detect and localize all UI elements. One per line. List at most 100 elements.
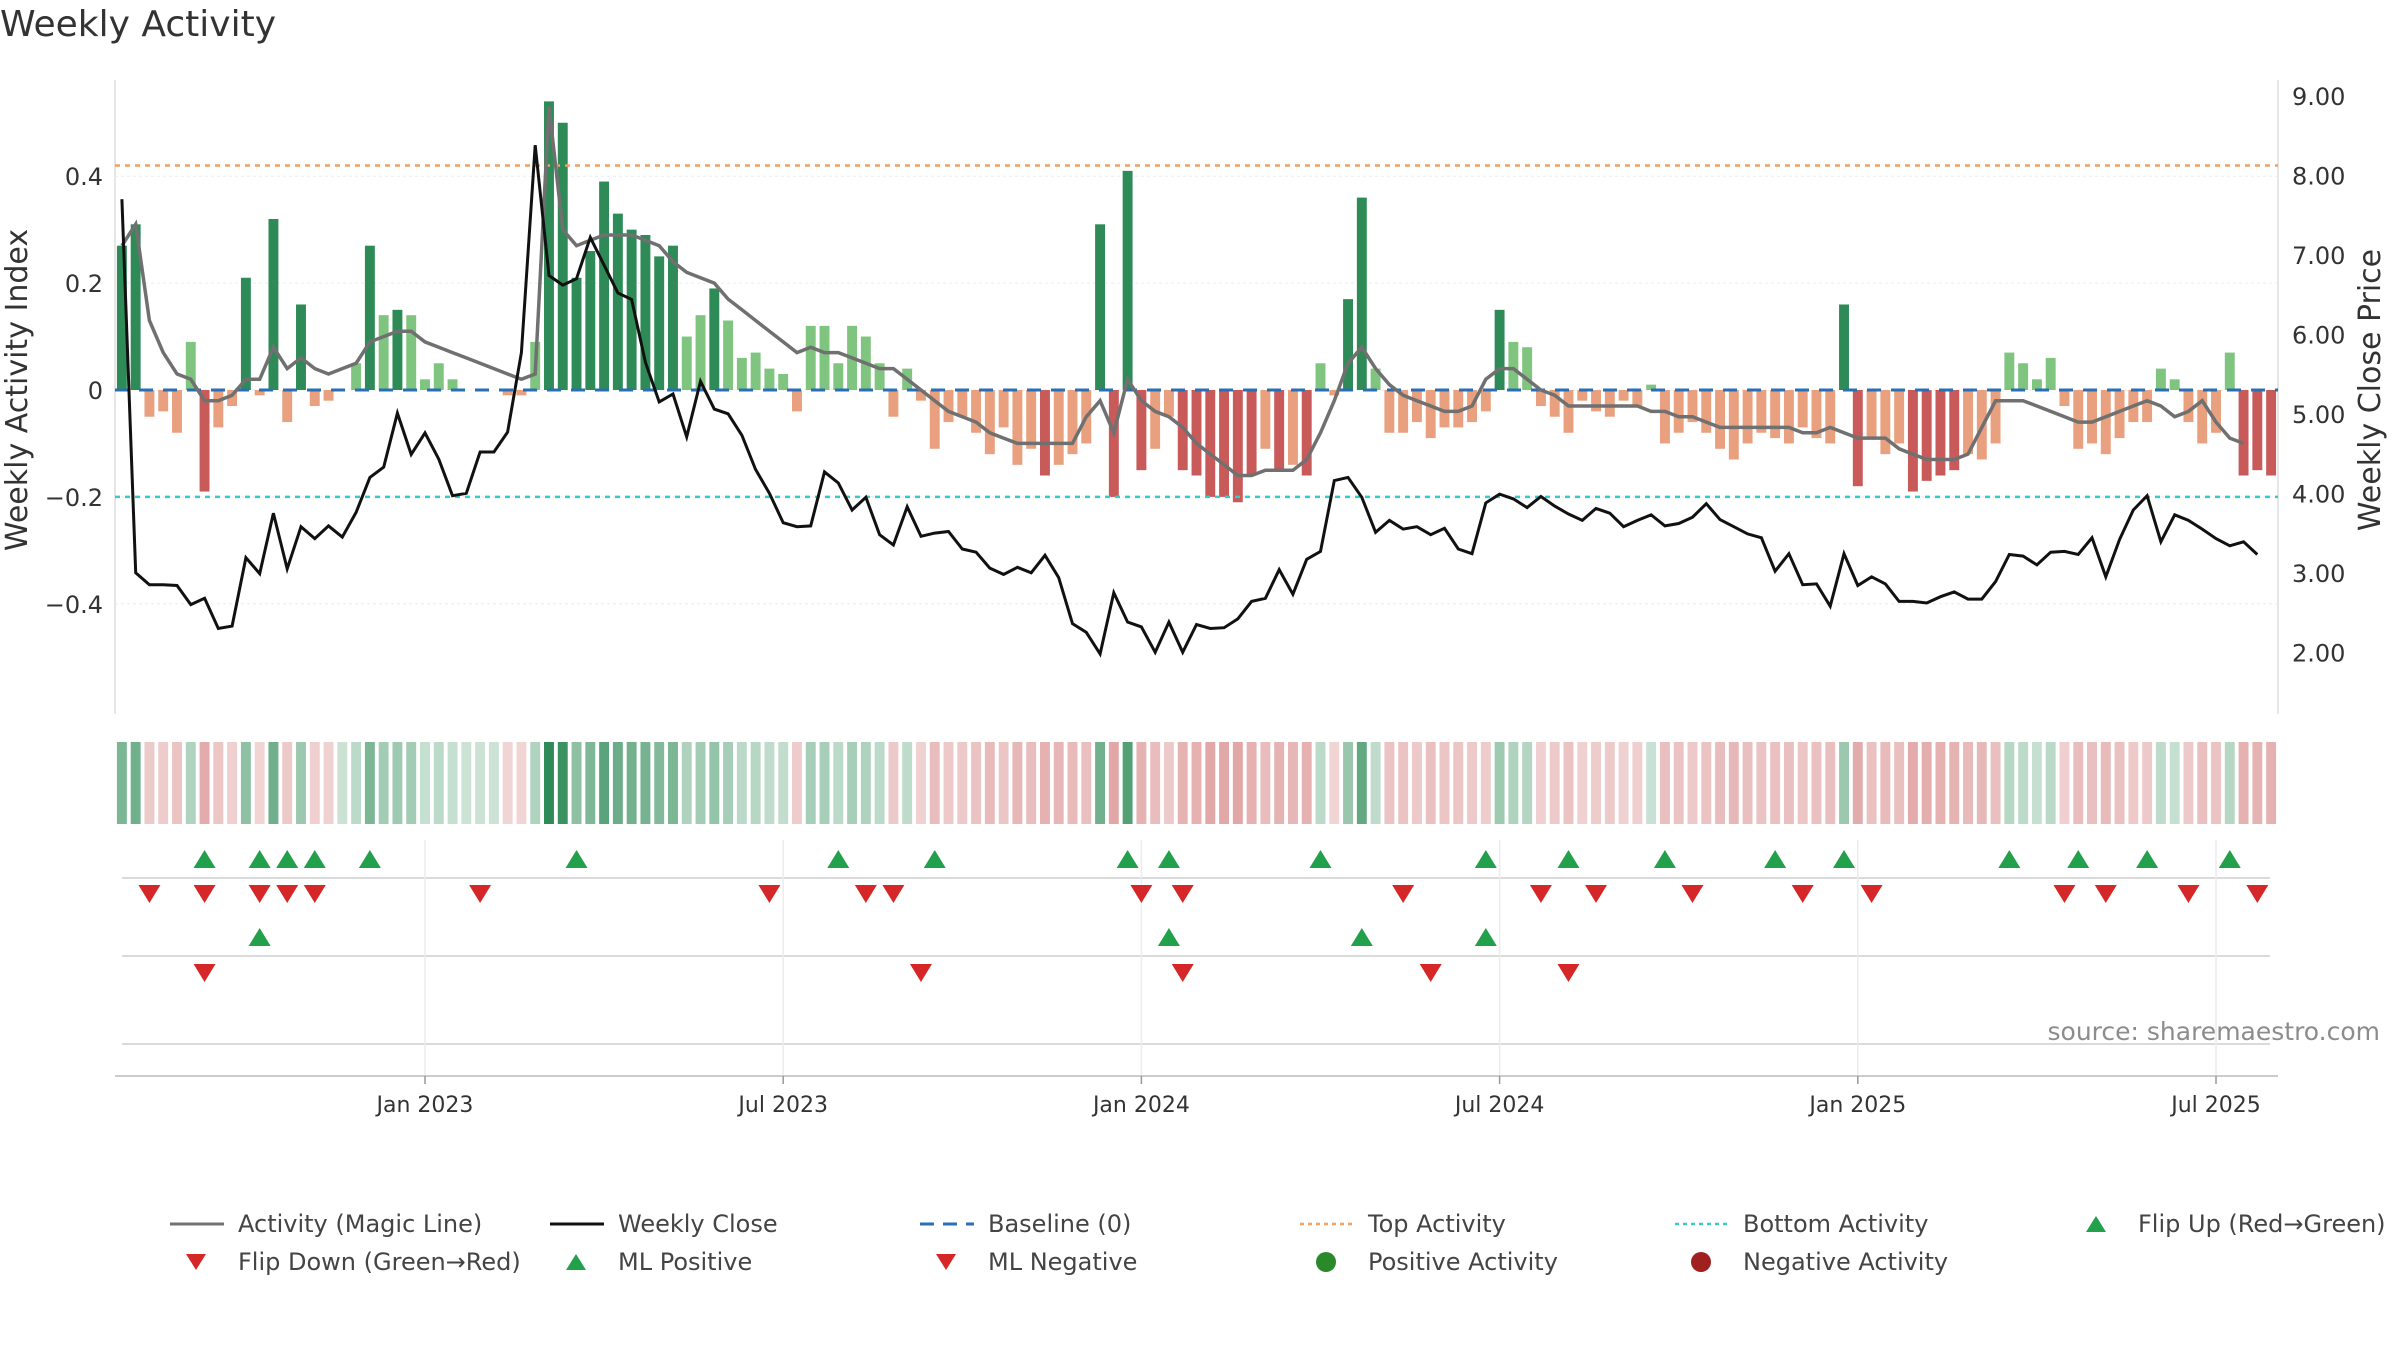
flip-up-marker <box>358 850 381 868</box>
flip-down-marker <box>758 885 781 903</box>
flip-down-marker <box>1130 885 1153 903</box>
heat-strip-cell <box>433 742 444 824</box>
heat-strip-cell <box>2087 742 2097 824</box>
heat-strip-cell <box>1026 742 1037 824</box>
heat-strip-cell <box>1522 742 1533 824</box>
heat-strip-cell <box>1219 742 1230 824</box>
heat-strip-cell <box>819 742 830 824</box>
heat-strip-cell <box>447 742 458 824</box>
x-tick-label: Jan 2024 <box>1091 1093 1190 1118</box>
heat-strip-cell <box>296 742 306 824</box>
heat-strip-cell <box>2073 742 2084 824</box>
heat-strip-cell <box>1756 742 1767 824</box>
heat-strip-cell <box>378 742 389 824</box>
activity-bar <box>1563 390 1574 433</box>
x-tick-label: Jan 2023 <box>375 1093 474 1118</box>
heat-strip-cell <box>1770 742 1781 824</box>
heat-strip-cell <box>544 742 554 824</box>
activity-bar <box>874 363 885 390</box>
heat-strip-cell <box>199 742 210 824</box>
legend-item-ml-negative: ML Negative <box>916 1244 1137 1280</box>
heat-strip-cell <box>2211 742 2221 824</box>
activity-bar <box>130 224 141 390</box>
activity-bar <box>1742 390 1753 444</box>
heat-strip-cell <box>1039 742 1050 824</box>
heat-strip-cell <box>1177 742 1188 824</box>
heat-strip-cell <box>323 742 334 824</box>
activity-bar <box>2073 390 2084 449</box>
y2-tick-label: 4.00 <box>2292 480 2345 508</box>
activity-bar <box>1026 390 1037 449</box>
heat-strip-cell <box>1095 742 1106 824</box>
heat-strip-cell <box>1053 742 1064 824</box>
heat-strip-cell <box>1591 742 1601 824</box>
heat-strip-cell <box>1825 742 1836 824</box>
heat-strip-cell <box>764 742 775 824</box>
activity-bar <box>723 320 734 390</box>
activity-bar <box>1659 390 1670 444</box>
activity-bar <box>1880 390 1891 455</box>
heat-strip-cell <box>612 742 623 824</box>
activity-bar <box>544 101 554 391</box>
activity-bar <box>2197 390 2208 444</box>
activity-bar <box>309 390 320 407</box>
flip-up-marker <box>923 850 946 868</box>
magic-line-series <box>120 106 2245 478</box>
activity-bar <box>2059 390 2070 407</box>
legend-swatch <box>170 1222 224 1226</box>
heat-strip-cell <box>130 742 141 824</box>
heat-strip-cell <box>1742 742 1753 824</box>
heat-strip-cell <box>557 742 568 824</box>
activity-bar <box>1701 390 1712 433</box>
heat-strip-cell <box>1839 742 1849 824</box>
activity-bar <box>1811 390 1822 439</box>
heat-strip-cell <box>1301 742 1312 824</box>
activity-bar <box>1246 390 1257 476</box>
heat-strip-cell <box>723 742 734 824</box>
heat-strip-cell <box>1963 742 1973 824</box>
activity-bar <box>1343 299 1354 390</box>
chart-title: Weekly Activity <box>0 4 277 45</box>
heat-strip-cell <box>1150 742 1161 824</box>
flip-up-marker <box>2136 850 2159 868</box>
heat-strip-cell <box>1260 742 1271 824</box>
heat-strip-cell <box>778 742 789 824</box>
legend-swatch <box>920 1222 974 1226</box>
activity-bar <box>2238 390 2249 476</box>
activity-bar <box>1439 390 1450 428</box>
activity-bar <box>1797 390 1808 428</box>
heat-strip-cell <box>2059 742 2070 824</box>
heat-strip-cell <box>158 742 169 824</box>
activity-bar <box>1425 390 1436 439</box>
heat-strip-cell <box>1797 742 1808 824</box>
activity-bar <box>364 245 375 390</box>
heat-strip-cell <box>943 742 954 824</box>
heat-strip-cell <box>750 742 761 824</box>
activity-bar <box>1604 390 1615 417</box>
activity-bar <box>116 245 127 390</box>
legend-swatch <box>1316 1252 1336 1272</box>
y-tick-label: −0.2 <box>45 484 103 512</box>
activity-bar <box>764 368 775 390</box>
activity-bar <box>1673 390 1684 433</box>
y2-tick-label: 9.00 <box>2292 83 2345 111</box>
legend-item-positive-activity: Positive Activity <box>1296 1244 1558 1280</box>
y2-tick-label: 3.00 <box>2292 560 2345 588</box>
flip-down-marker <box>1681 885 1704 903</box>
flip-down-marker <box>1392 885 1415 903</box>
heat-strip-cell <box>971 742 982 824</box>
activity-bar <box>1935 390 1946 476</box>
flip-down-marker <box>276 885 299 903</box>
activity-bar <box>1384 390 1395 433</box>
flip-down-marker <box>2177 885 2200 903</box>
activity-bar <box>2045 357 2056 390</box>
heat-strip-cell <box>1549 742 1560 824</box>
activity-bar <box>943 390 954 423</box>
heat-strip-cell <box>1935 742 1946 824</box>
ml-negative-marker <box>193 964 216 982</box>
activity-bar <box>2266 390 2277 476</box>
legend-label: Negative Activity <box>1743 1248 1949 1276</box>
legend-item-negative-activity: Negative Activity <box>1671 1244 1948 1280</box>
heat-strip-cell <box>1894 742 1905 824</box>
heat-strip-cell <box>833 742 844 824</box>
